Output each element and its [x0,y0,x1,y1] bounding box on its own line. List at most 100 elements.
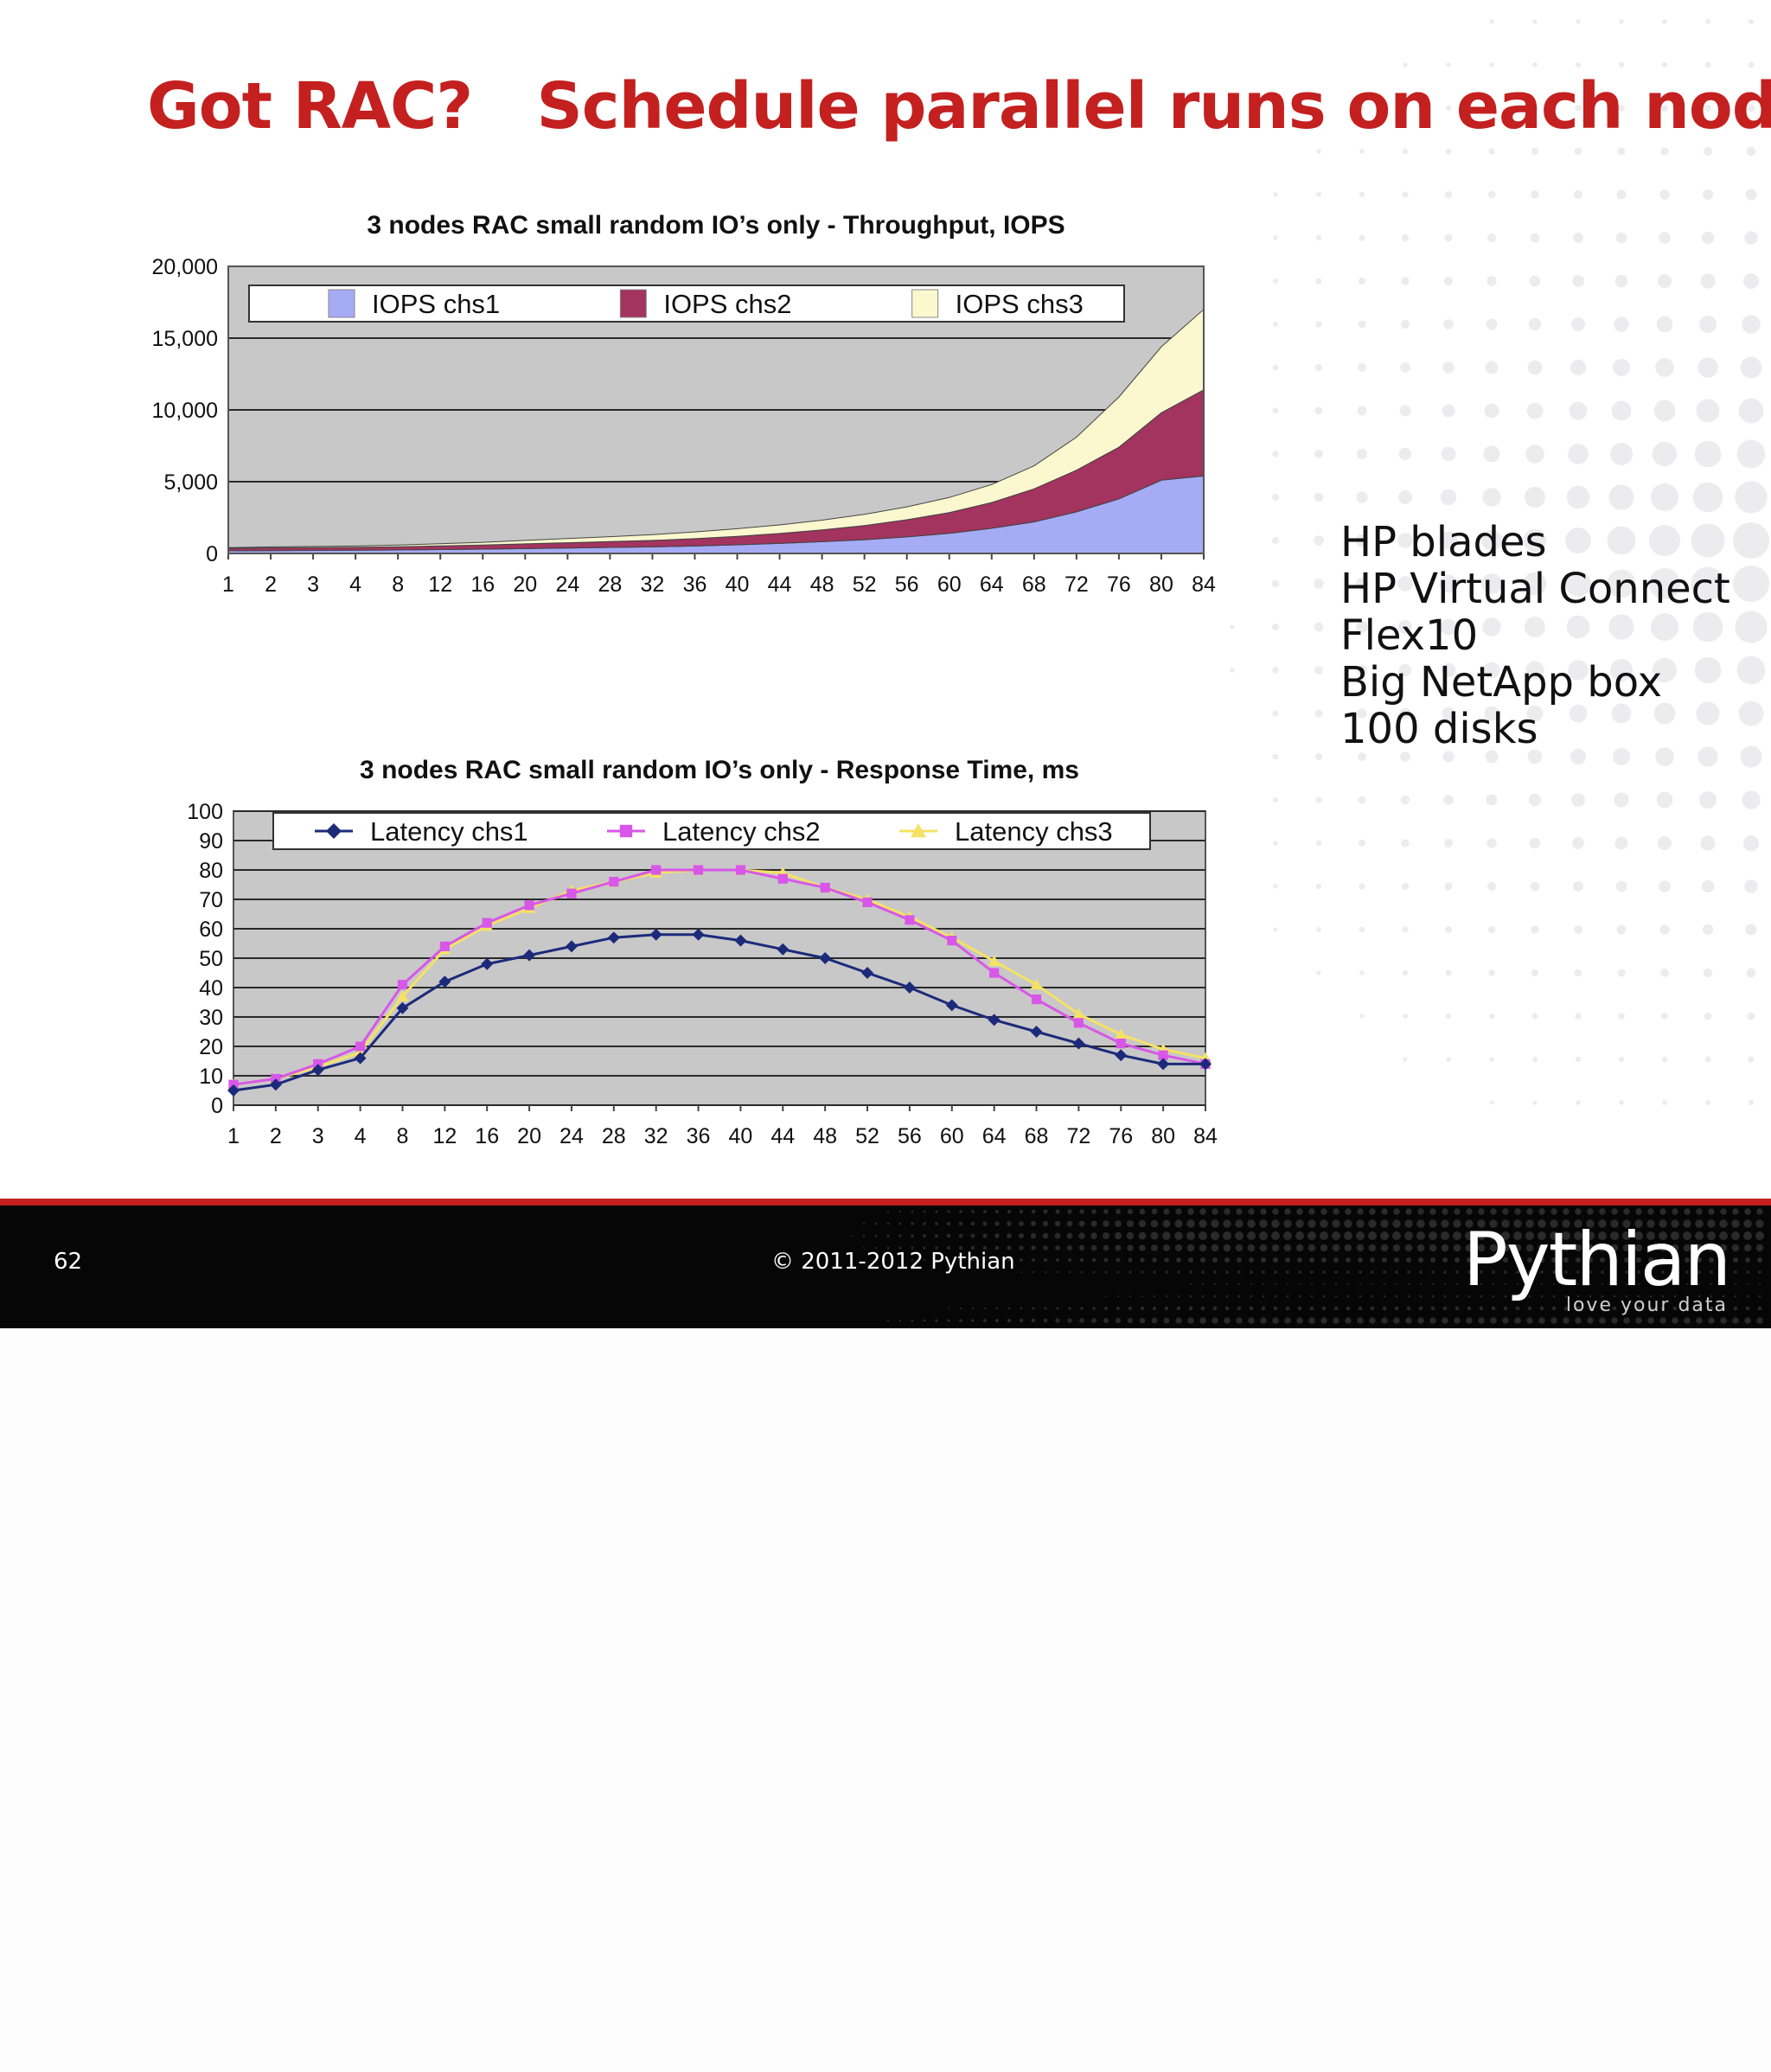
y-tick-label: 40 [199,976,223,1001]
data-point [354,1052,367,1065]
data-point [619,824,633,838]
x-tick-label: 12 [432,1124,457,1148]
y-tick-label: 80 [199,859,223,883]
line-series-1 [233,933,1205,1092]
y-tick-label: 10,000 [152,399,218,423]
legend-swatch [619,289,647,318]
data-point [326,823,342,839]
slide: Got RAC? Schedule parallel runs on each … [0,19,1771,1328]
x-tick-label: 64 [982,1124,1007,1148]
data-point [777,943,790,956]
data-point [1158,1050,1168,1060]
latency-chart: 3 nodes RAC small random IO’s only - Res… [187,756,1218,1148]
copyright-notice: © 2011-2012 Pythian [771,1249,1015,1275]
x-tick-label: 32 [641,572,665,597]
plot-border [227,265,1205,554]
x-tick-label: 24 [555,572,579,597]
legend-label: IOPS chs2 [663,289,791,319]
x-tick-label: 8 [397,1124,409,1148]
pythian-logo: Pythian love your data [1463,1221,1738,1316]
x-tick-label: 20 [517,1124,541,1148]
x-tick-label: 8 [392,572,404,597]
x-tick-label: 84 [1192,572,1216,597]
data-point [734,934,747,947]
hardware-list-item: 100 disks [1340,705,1538,753]
x-tick-label: 80 [1149,572,1173,597]
y-tick-label: 90 [199,829,223,854]
data-point [397,980,408,990]
x-tick-label: 60 [940,1124,964,1148]
x-tick-label: 60 [937,572,962,597]
dot-pattern-background [1230,19,1769,1105]
legend-swatch [328,289,355,318]
x-tick-label: 3 [307,572,319,597]
data-point [862,897,873,907]
data-point [989,968,1000,978]
data-point [1115,1049,1128,1062]
throughput-chart-panel: 3 nodes RAC small random IO’s only - Thr… [102,199,1249,614]
y-tick-label: 20 [199,1035,223,1059]
y-tick-label: 20,000 [152,255,218,279]
x-tick-label: 68 [1022,572,1046,597]
data-point [609,877,619,887]
x-tick-label: 64 [980,572,1004,597]
x-tick-label: 24 [559,1124,584,1148]
legend-label: Latency chs2 [662,816,821,847]
data-point [1199,1058,1212,1071]
y-tick-label: 15,000 [152,327,218,351]
logo-tagline: love your data [1565,1295,1728,1316]
data-point [481,957,494,970]
throughput-chart: 3 nodes RAC small random IO’s only - Thr… [152,211,1216,597]
data-point [1031,994,1042,1005]
hardware-list-item: Flex10 [1340,611,1479,660]
data-point [820,882,830,892]
y-tick-label: 50 [199,947,223,971]
x-tick-label: 40 [729,1124,753,1148]
footer-accent-line [0,1199,1771,1205]
x-tick-label: 2 [265,572,277,597]
data-point [693,865,704,875]
x-tick-label: 20 [513,572,537,597]
data-point [1030,1026,1043,1038]
x-tick-label: 44 [768,572,792,597]
data-point [905,915,915,925]
x-tick-label: 56 [895,572,919,597]
data-point [988,955,1001,966]
legend-label: Latency chs1 [370,816,528,847]
x-tick-label: 52 [855,1124,879,1148]
logo-wordmark: Pythian [1462,1217,1731,1303]
x-tick-label: 3 [312,1124,324,1148]
y-tick-label: 5,000 [163,470,218,495]
latency-chart-panel: 3 nodes RAC small random IO’s only - Res… [102,744,1249,1176]
hardware-list-item: Big NetApp box [1340,658,1663,707]
line-series-2 [233,868,1206,1086]
footer-dot-pattern [851,1208,1764,1324]
x-tick-label: 32 [644,1124,668,1148]
data-point [566,888,577,899]
x-tick-label: 28 [598,572,622,597]
data-point [988,1014,1001,1026]
data-point [523,949,536,962]
data-point [438,975,451,988]
x-tick-label: 84 [1193,1124,1218,1148]
data-point [1072,1007,1085,1020]
y-tick-label: 70 [199,888,223,912]
x-tick-label: 2 [270,1124,282,1148]
x-tick-label: 48 [810,572,834,597]
data-point [861,967,874,979]
hardware-list-item: HP Virtual Connect [1340,565,1730,613]
x-tick-label: 76 [1107,572,1131,597]
data-point [439,941,450,951]
x-tick-label: 1 [227,1124,240,1148]
slide-title: Got RAC? Schedule parallel runs on each … [147,69,1771,144]
legend-swatch [911,289,939,318]
data-point [1030,978,1043,990]
x-tick-label: 52 [853,572,877,597]
data-point [903,982,916,994]
data-point [735,865,746,875]
data-point [819,952,832,964]
data-point [651,865,662,875]
chart-legend [272,812,1151,850]
x-tick-label: 28 [602,1124,626,1148]
chart-legend [248,285,1125,323]
